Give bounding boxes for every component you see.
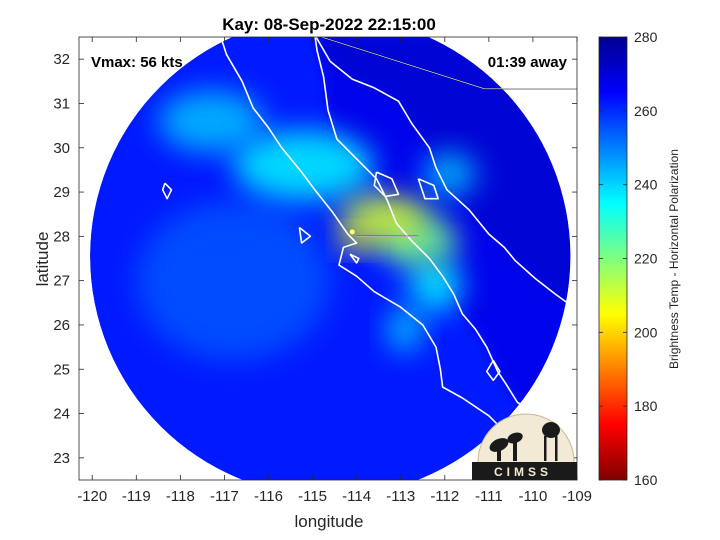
coastlines: [161, 37, 571, 463]
y-tick-label: 29: [53, 184, 70, 201]
x-tick-label: -116: [254, 488, 283, 505]
plot-frame: [78, 36, 578, 481]
storm-center-marker: [349, 229, 355, 235]
chart-title: Kay: 08-Sep-2022 22:15:00: [222, 15, 436, 34]
time-offset-annotation: 01:39 away: [488, 54, 568, 71]
x-tick-label: -110: [518, 488, 547, 505]
y-tick-label: 28: [53, 228, 70, 245]
coastline: [315, 37, 571, 306]
logo-water-tower-leg: [544, 436, 547, 461]
border-line-highlight: [320, 37, 577, 90]
logo-dish-left: [489, 438, 509, 452]
colorbar-tick-label: 200: [634, 324, 658, 340]
x-tick-label: -109: [562, 488, 592, 505]
y-tick-label: 30: [53, 140, 70, 157]
coastline: [219, 37, 536, 463]
convection-blob: [136, 200, 331, 361]
y-tick-label: 31: [53, 95, 70, 112]
convection-blob: [409, 258, 463, 312]
y-axis-label: latitude: [33, 232, 52, 287]
convective-features: [136, 90, 476, 361]
convection-blob: [158, 90, 265, 153]
y-tick-label: 32: [53, 51, 70, 68]
logo-water-tower-leg: [555, 436, 558, 461]
logo-dish-mid-stand: [513, 441, 517, 461]
convection-blob: [233, 130, 375, 201]
coastline: [314, 37, 558, 463]
coastline: [373, 171, 400, 198]
logo-dish-left-stand: [497, 448, 501, 461]
colorbar-tick-label: 260: [634, 103, 658, 119]
x-tick-label: -112: [430, 488, 459, 505]
political-borders: [320, 37, 577, 237]
y-tick-label: 27: [53, 273, 70, 290]
x-tick-label: -120: [77, 488, 107, 505]
colorbar-tick-label: 240: [634, 177, 658, 193]
convection-blob: [387, 307, 423, 352]
x-tick-label: -111: [475, 488, 503, 505]
x-axis: -120 -119 -118 -117 -116 -115 -114 -113 -112 -111…: [77, 37, 592, 505]
coastline: [349, 253, 360, 264]
coastline: [298, 226, 312, 244]
cimss-logo: CIMSS: [472, 413, 577, 480]
logo-dish-mid: [507, 432, 523, 444]
logo-water-tower-tank: [542, 422, 560, 438]
vmax-annotation: Vmax: 56 kts: [91, 54, 183, 71]
mainland-polygon: [314, 37, 571, 480]
convection-blob: [341, 229, 373, 252]
x-axis-label: longitude: [294, 512, 363, 531]
logo-banner: [472, 462, 577, 480]
colorbar-label: Brightness Temp - Horizontal Polarizatio…: [667, 149, 681, 369]
colorbar-ticks: 160 180 200 220 240 260 280: [599, 29, 658, 488]
x-tick-label: -115: [298, 488, 327, 505]
colorbar: [598, 36, 628, 481]
brightness-temperature-field: [90, 37, 577, 480]
x-tick-label: -113: [386, 488, 415, 505]
logo-text: CIMSS: [494, 465, 552, 479]
x-tick-label: -119: [122, 488, 151, 505]
y-tick-label: 25: [53, 361, 70, 378]
x-tick-label: -114: [342, 488, 371, 505]
convection-blob: [422, 152, 476, 197]
y-tick-label: 26: [53, 317, 70, 334]
coastline: [161, 182, 173, 200]
colorbar-tick-label: 280: [634, 29, 658, 45]
y-axis: 23 24 25 26 27 28 29 30 31 32: [53, 51, 577, 467]
colorbar-tick-label: 220: [634, 251, 658, 267]
x-tick-label: -118: [166, 488, 195, 505]
coastline: [417, 178, 439, 200]
colorbar-tick-label: 160: [634, 472, 658, 488]
x-tick-label: -117: [210, 488, 239, 505]
colorbar-tick-label: 180: [634, 398, 658, 414]
y-tick-label: 23: [53, 450, 70, 467]
coastline: [485, 359, 501, 382]
y-tick-label: 24: [53, 406, 70, 423]
